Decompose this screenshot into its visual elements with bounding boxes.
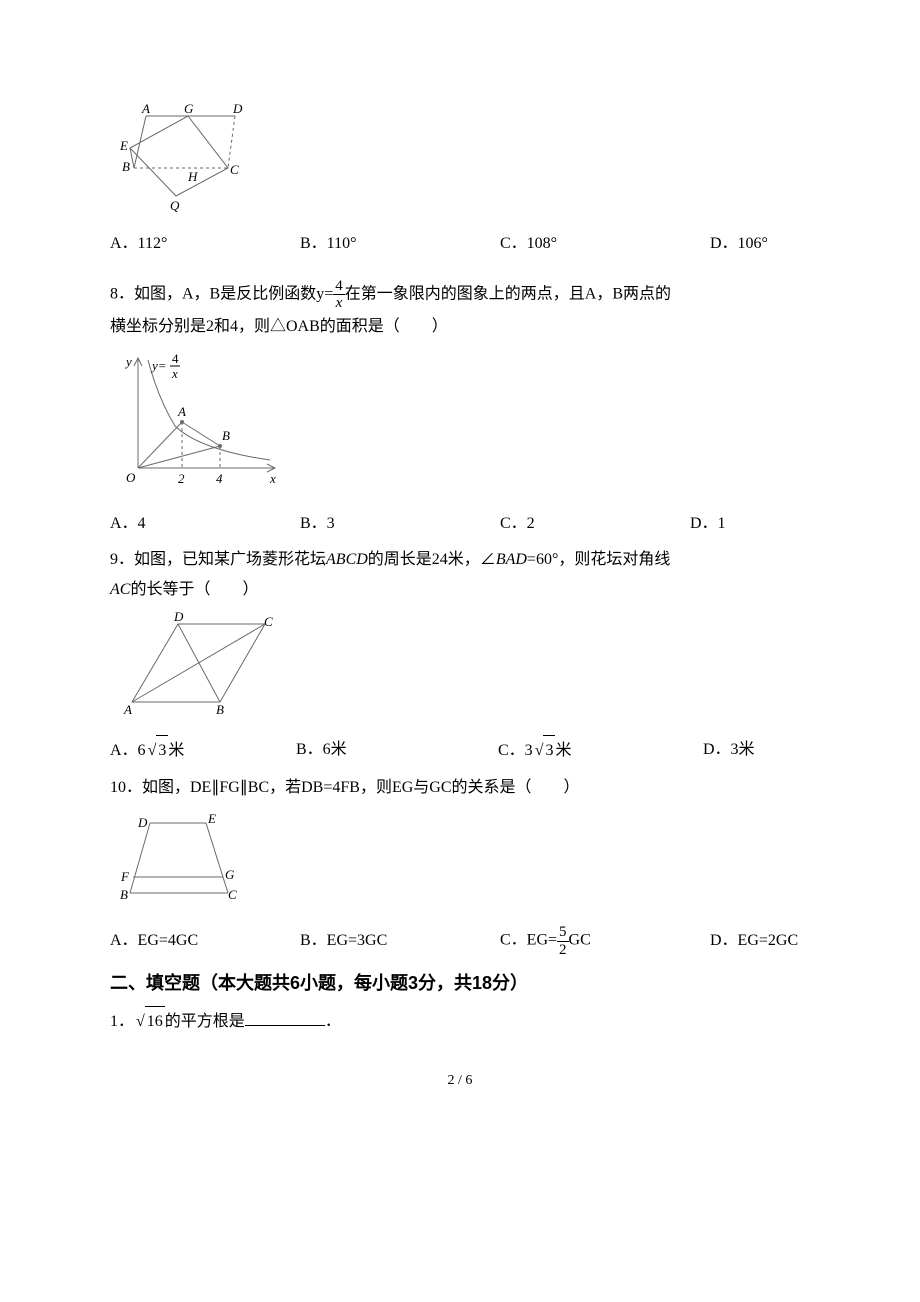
q7-option-d: D．106° [710, 229, 768, 259]
q8-text: 8．如图，A，B是反比例函数y=4x在第一象限内的图象上的两点，且A，B两点的 … [110, 278, 810, 342]
q9-option-b: B．6米 [296, 735, 488, 766]
svg-text:G: G [225, 867, 235, 882]
svg-text:B: B [222, 428, 230, 443]
q9-text: 9．如图，已知某广场菱形花坛ABCD的周长是24米，∠BAD=60°，则花坛对角… [110, 545, 810, 606]
svg-text:A: A [123, 702, 132, 717]
q9-line2: AC的长等于（ ） [110, 581, 258, 598]
svg-text:B: B [122, 159, 130, 174]
svg-text:G: G [184, 104, 194, 116]
svg-text:E: E [207, 811, 216, 826]
q8-option-b: B．3 [300, 509, 490, 539]
q8-line2: 横坐标分别是2和4，则△OAB的面积是（ ） [110, 318, 448, 335]
svg-text:H: H [187, 169, 198, 184]
q9-option-c: C．33米 [498, 735, 693, 766]
q8-option-c: C．2 [500, 509, 680, 539]
q9-options: A．63米 B．6米 C．33米 D．3米 [110, 735, 810, 766]
svg-text:B: B [216, 702, 224, 717]
section2-title: 二、填空题（本大题共6小题，每小题3分，共18分） [110, 966, 810, 1000]
svg-text:B: B [120, 887, 128, 902]
svg-text:Q: Q [170, 198, 180, 213]
q9-diagram: D C A B [120, 612, 810, 731]
sqrt-icon: 3 [533, 735, 556, 766]
q10-option-b: B．EG=3GC [300, 926, 490, 956]
q8-option-a: A．4 [110, 509, 290, 539]
sqrt-icon: 3 [146, 735, 169, 766]
svg-text:C: C [264, 614, 273, 629]
svg-text:E: E [120, 138, 128, 153]
q7-option-b: B．110° [300, 229, 490, 259]
q8-options: A．4 B．3 C．2 D．1 [110, 509, 810, 539]
svg-text:F: F [120, 869, 130, 884]
q10-frac: 52 [557, 924, 569, 958]
q10-option-a: A．EG=4GC [110, 926, 290, 956]
q9-option-a: A．63米 [110, 735, 286, 766]
q8-prefix: 8．如图，A，B是反比例函数y= [110, 285, 333, 302]
svg-text:y: y [124, 354, 132, 369]
q7-diagram: A G D E B H C Q [120, 104, 810, 225]
q9-line1: 9．如图，已知某广场菱形花坛ABCD的周长是24米，∠BAD=60°，则花坛对角… [110, 551, 670, 568]
svg-text:x: x [171, 366, 178, 381]
q10-diagram: D E F G B C [120, 809, 810, 920]
q10-text: 10．如图，DE∥FG∥BC，若DB=4FB，则EG与GC的关系是（ ） [110, 773, 810, 803]
fill-q1: 1．16的平方根是． [110, 1006, 810, 1037]
sqrt-icon: 16 [134, 1006, 165, 1037]
svg-text:y=: y= [150, 358, 167, 373]
q8-frac: 4x [333, 278, 345, 312]
q10-option-c: C．EG=52GC [500, 924, 700, 958]
svg-text:D: D [232, 104, 243, 116]
svg-text:x: x [269, 471, 276, 486]
svg-text:4: 4 [172, 351, 179, 366]
svg-text:D: D [173, 612, 184, 624]
q10-option-d: D．EG=2GC [710, 926, 798, 956]
q7-option-a: A．112° [110, 229, 290, 259]
q7-options: A．112° B．110° C．108° D．106° [110, 229, 810, 259]
svg-text:O: O [126, 470, 136, 485]
q10-options: A．EG=4GC B．EG=3GC C．EG=52GC D．EG=2GC [110, 924, 810, 958]
svg-text:A: A [177, 404, 186, 419]
q9-option-d: D．3米 [703, 735, 755, 766]
fill-blank [245, 1009, 325, 1026]
q8-option-d: D．1 [690, 509, 726, 539]
q7-option-c: C．108° [500, 229, 700, 259]
page-number: 2 / 6 [110, 1068, 810, 1095]
q8-chart: y x O 2 4 A B y= 4 x [120, 348, 810, 504]
svg-text:C: C [228, 887, 237, 902]
svg-text:A: A [141, 104, 150, 116]
svg-text:C: C [230, 162, 239, 177]
q8-suffix1: 在第一象限内的图象上的两点，且A，B两点的 [345, 285, 671, 302]
svg-text:2: 2 [178, 471, 185, 486]
svg-text:4: 4 [216, 471, 223, 486]
svg-text:D: D [137, 815, 148, 830]
